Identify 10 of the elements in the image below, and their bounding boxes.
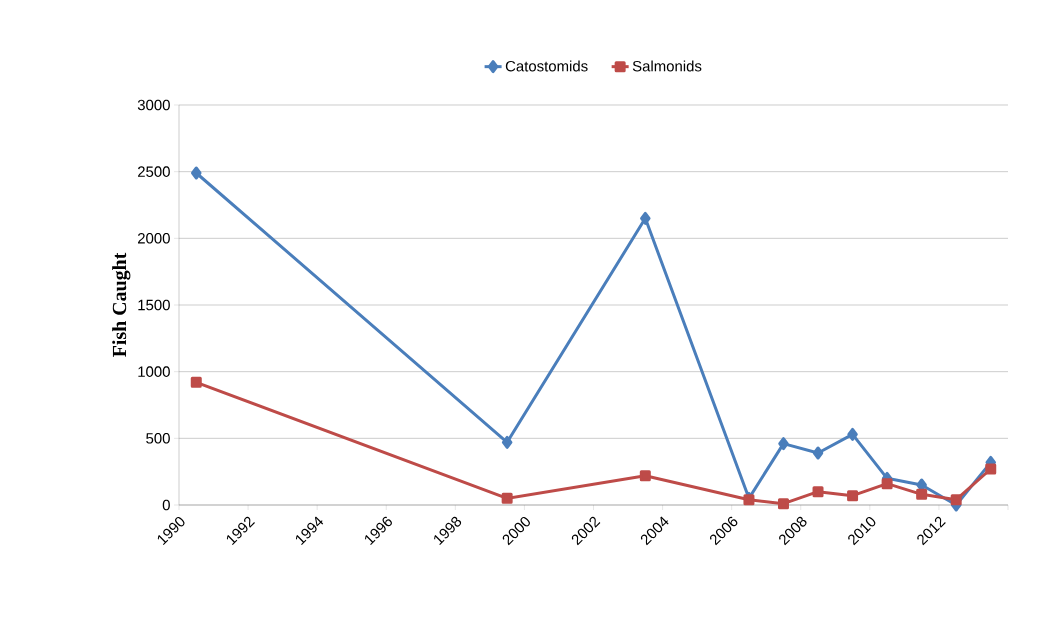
- y-tick-label: 500: [146, 433, 170, 444]
- y-tick-label: 1500: [138, 299, 170, 311]
- y-tick-label: 2500: [137, 166, 170, 177]
- legend-label: Catostomids: [505, 60, 588, 72]
- y-tick-label: 3000: [137, 99, 170, 111]
- y-tick-label: 2000: [137, 233, 170, 244]
- y-tick-label: 1000: [138, 366, 170, 377]
- y-axis-title: Fish Caught: [112, 252, 131, 357]
- legend-label: Salmonids: [632, 60, 702, 72]
- y-tick-label: 0: [162, 499, 170, 511]
